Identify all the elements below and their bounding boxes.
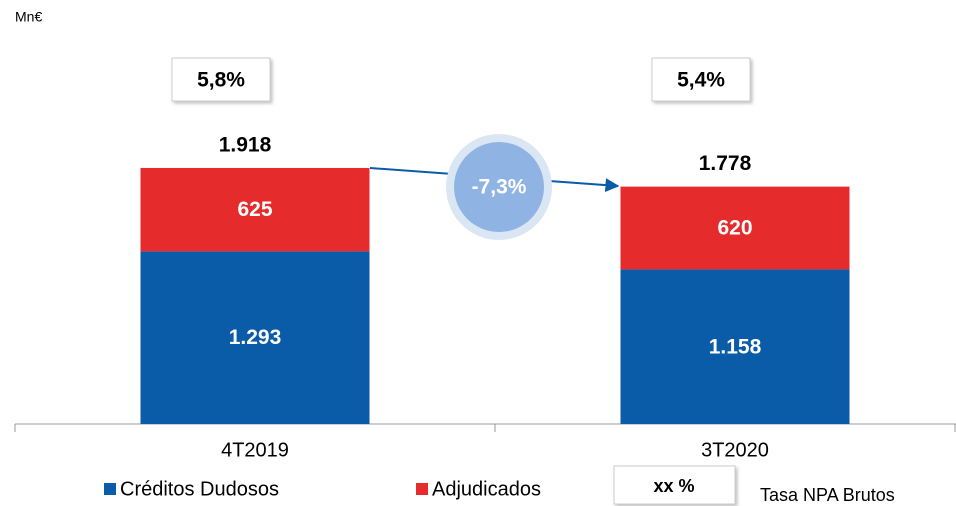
total-label: 1.778 <box>699 152 752 175</box>
rate-box <box>651 57 751 102</box>
rate-label: 5,4% <box>677 69 725 92</box>
rate-label: 5,8% <box>197 69 245 92</box>
bar-segment <box>140 251 370 424</box>
legend-swatch <box>416 483 428 495</box>
bar-segment <box>140 167 370 252</box>
value-label: 1.293 <box>229 326 282 349</box>
value-label: 1.158 <box>709 335 762 358</box>
unit-label: Mn€ <box>15 9 42 25</box>
total-label: 1.918 <box>219 133 272 156</box>
bar-segment <box>620 186 850 270</box>
rate-box <box>171 57 271 102</box>
legend-box-label: xx % <box>653 476 694 496</box>
change-bubble <box>454 142 544 232</box>
legend-label: Adjudicados <box>432 478 541 500</box>
change-label: -7,3% <box>472 176 527 199</box>
legend-swatch <box>104 483 116 495</box>
x-tick-label: 3T2020 <box>701 439 769 461</box>
legend-box-text: Tasa NPA Brutos <box>760 485 895 505</box>
value-label: 620 <box>717 217 752 240</box>
x-tick-label: 4T2019 <box>221 439 289 461</box>
bar-segment <box>620 269 850 424</box>
legend-label: Créditos Dudosos <box>120 478 279 500</box>
legend-box <box>613 465 736 505</box>
value-label: 625 <box>237 198 272 221</box>
